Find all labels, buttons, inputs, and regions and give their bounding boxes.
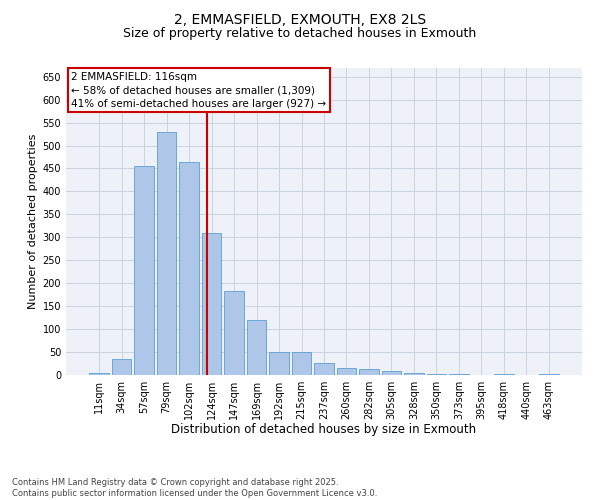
Text: 2, EMMASFIELD, EXMOUTH, EX8 2LS: 2, EMMASFIELD, EXMOUTH, EX8 2LS bbox=[174, 12, 426, 26]
Bar bbox=[449, 374, 469, 375]
Text: 2 EMMASFIELD: 116sqm
← 58% of detached houses are smaller (1,309)
41% of semi-de: 2 EMMASFIELD: 116sqm ← 58% of detached h… bbox=[71, 72, 326, 108]
Bar bbox=[269, 352, 289, 375]
Y-axis label: Number of detached properties: Number of detached properties bbox=[28, 134, 38, 309]
Bar bbox=[427, 374, 446, 375]
Bar bbox=[134, 166, 154, 375]
Bar bbox=[157, 132, 176, 375]
Text: Size of property relative to detached houses in Exmouth: Size of property relative to detached ho… bbox=[124, 28, 476, 40]
Bar bbox=[247, 320, 266, 375]
Bar bbox=[224, 291, 244, 375]
Bar bbox=[314, 362, 334, 375]
Bar bbox=[337, 368, 356, 375]
X-axis label: Distribution of detached houses by size in Exmouth: Distribution of detached houses by size … bbox=[172, 424, 476, 436]
Bar bbox=[359, 370, 379, 375]
Bar bbox=[89, 372, 109, 375]
Bar bbox=[179, 162, 199, 375]
Bar bbox=[404, 372, 424, 375]
Bar bbox=[292, 352, 311, 375]
Bar bbox=[202, 232, 221, 375]
Bar bbox=[539, 374, 559, 375]
Bar bbox=[382, 372, 401, 375]
Bar bbox=[112, 359, 131, 375]
Text: Contains HM Land Registry data © Crown copyright and database right 2025.
Contai: Contains HM Land Registry data © Crown c… bbox=[12, 478, 377, 498]
Bar bbox=[494, 374, 514, 375]
